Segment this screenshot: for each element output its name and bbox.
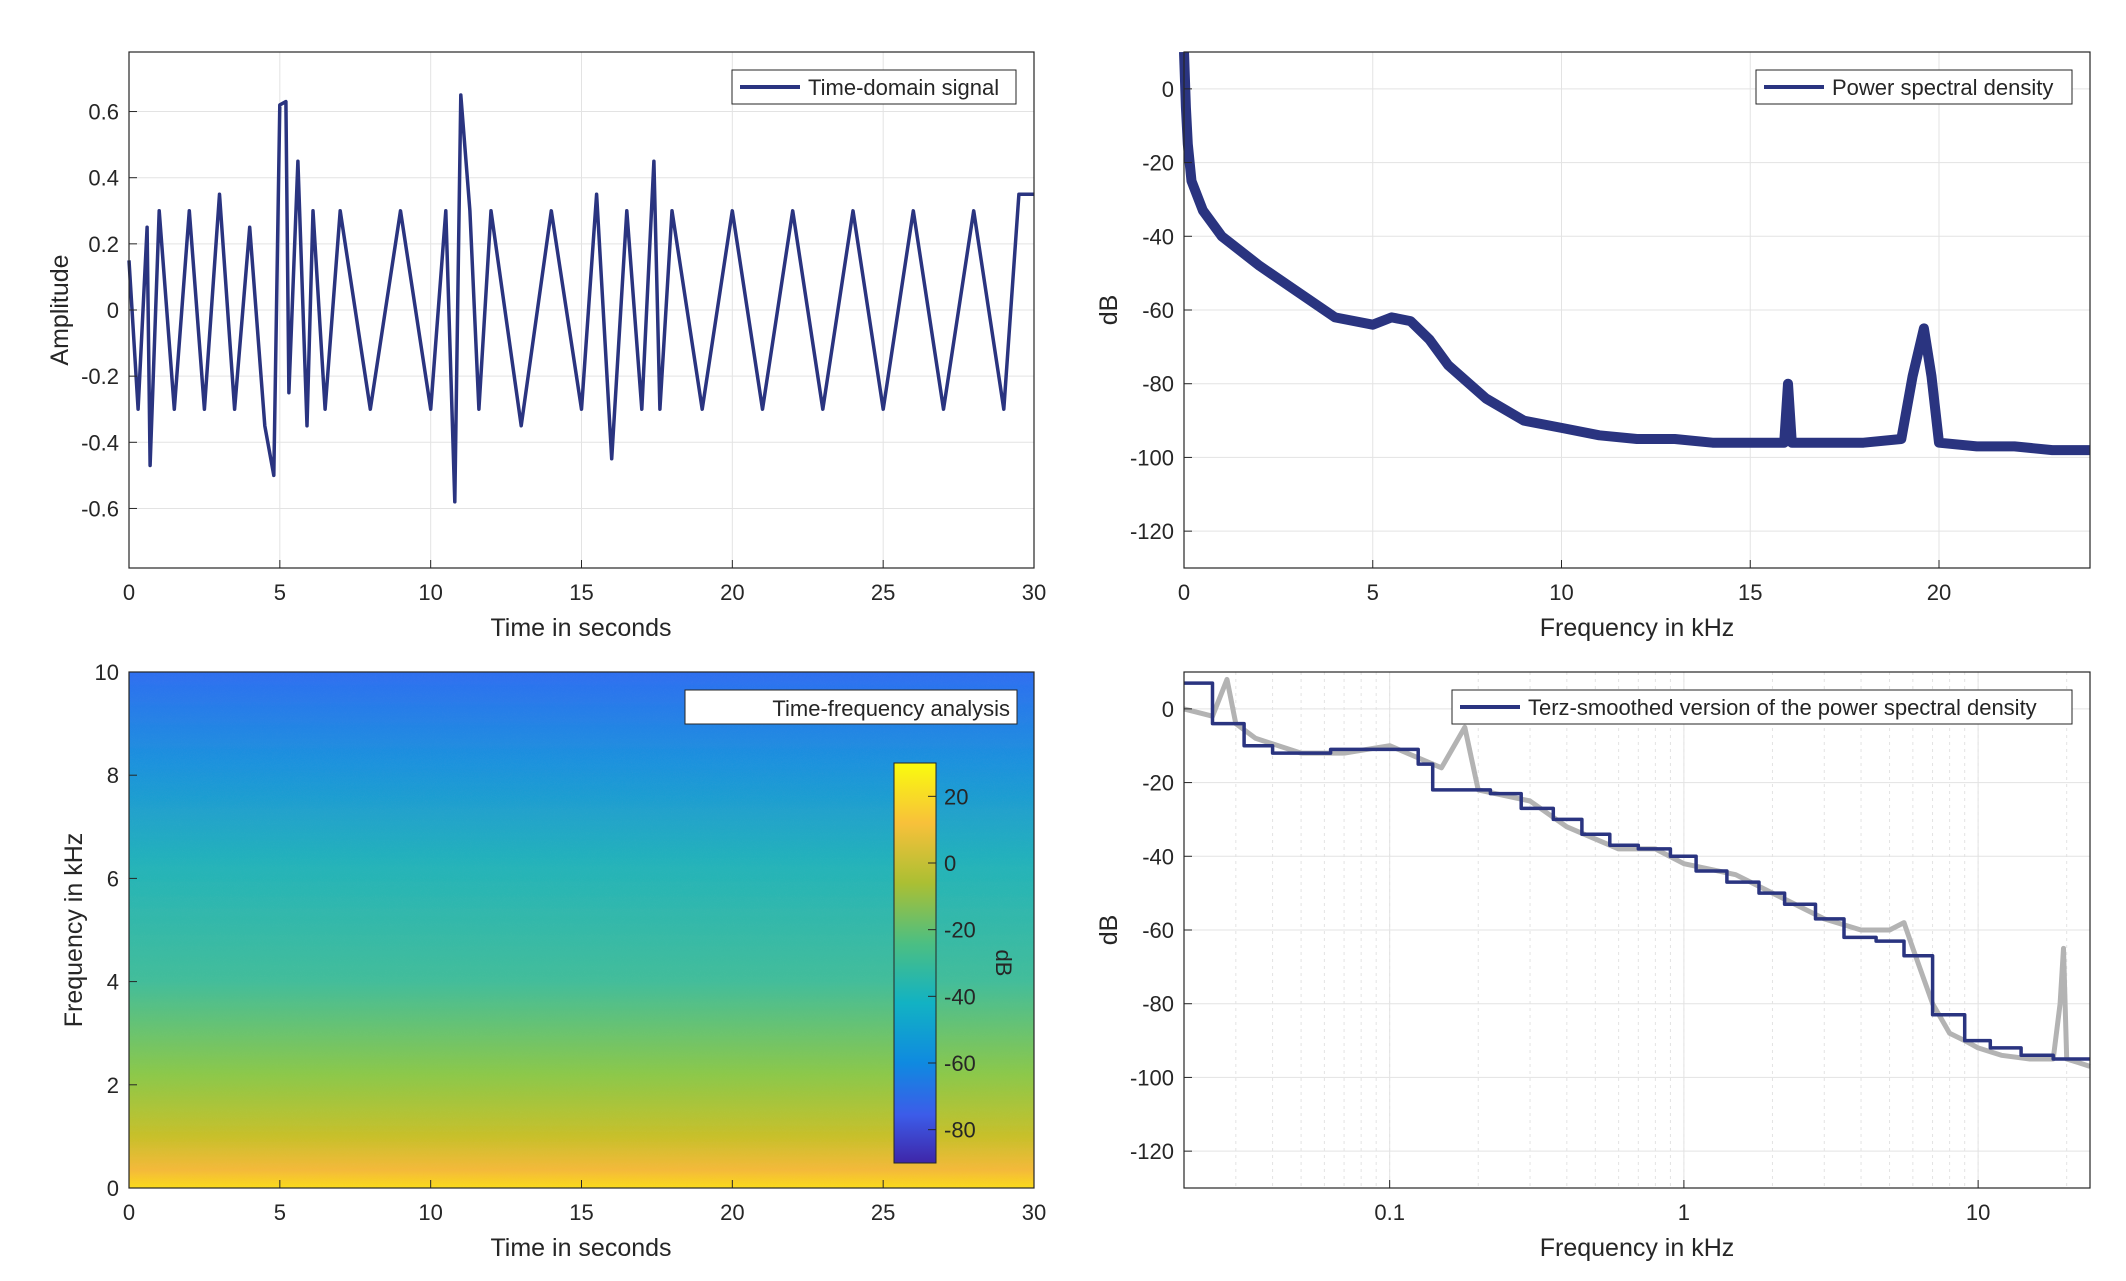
y-tick-label: 0.6: [88, 100, 119, 125]
y-tick-label: 2: [107, 1073, 119, 1098]
legend-box: [1451, 689, 2073, 725]
y-tick-label: -100: [1130, 1065, 1174, 1090]
y-tick-label: 0: [1162, 697, 1174, 722]
y-tick-label: 10: [95, 660, 119, 685]
y-tick-labels: 0 2 4 6 8 10: [95, 660, 137, 1201]
series-lines: [1179, 51, 2090, 456]
x-tick-label: 10: [1966, 1200, 1990, 1225]
y-tick-label: -40: [1142, 844, 1174, 869]
y-tick-label: -60: [1142, 298, 1174, 323]
y-tick-label: -60: [1142, 918, 1174, 943]
x-tick-label: 10: [418, 1200, 442, 1225]
chart-terz-smoothed-psd: 0.1 1 10 0 -20 -40 -60 -80 -100 -120 Frequency i…: [1095, 671, 2091, 1262]
x-axis-label: Frequency in kHz: [1540, 614, 1735, 642]
y-tick-label: -120: [1130, 519, 1174, 544]
legend-label: Power spectral density: [1832, 75, 2053, 100]
y-tick-label: 0: [107, 298, 119, 323]
y-tick-label: -20: [1142, 151, 1174, 176]
x-tick-label: 0.1: [1374, 1200, 1405, 1225]
x-tick-label: 15: [1738, 580, 1762, 605]
y-tick-label: -0.6: [81, 496, 119, 521]
x-tick-label: 15: [569, 1200, 593, 1225]
y-axis-label: Amplitude: [46, 254, 74, 365]
x-tick-label: 30: [1022, 580, 1046, 605]
x-tick-label: 10: [418, 580, 442, 605]
x-axis-label: Time in seconds: [490, 1234, 671, 1262]
chart-time-domain: 0 5 10 15 20 25 30 0.6 0.4 0.2 0 -0.2 -0.4 -0.6 Time…: [46, 51, 1046, 642]
x-tick-label: 0: [1178, 580, 1190, 605]
series-line: [1184, 681, 2090, 1061]
x-axis-label: Time in seconds: [490, 614, 671, 642]
x-tick-label: 20: [720, 1200, 744, 1225]
y-tick-label: 6: [107, 866, 119, 891]
colorbar-tick-label: -80: [944, 1118, 976, 1143]
x-tick-label: 25: [871, 1200, 895, 1225]
colorbar-tick-label: -20: [944, 918, 976, 943]
y-tick-label: -40: [1142, 224, 1174, 249]
x-tick-label: 20: [720, 580, 744, 605]
x-tick-labels: 0 5 10 15 20: [1178, 560, 1951, 605]
y-tick-label: -20: [1142, 771, 1174, 796]
legend: Time-frequency analysis: [684, 689, 1018, 725]
y-tick-label: 0.2: [88, 232, 119, 257]
x-tick-labels: 0 5 10 15 20 25 30: [123, 560, 1046, 605]
x-tick-label: 5: [274, 1200, 286, 1225]
series-lines: [127, 93, 1034, 504]
y-tick-label: -0.4: [81, 430, 119, 455]
legend-label: Time-frequency analysis: [772, 696, 1010, 721]
y-axis-label: Frequency in kHz: [60, 833, 88, 1028]
colorbar-gradient: [893, 762, 937, 1164]
chart-power-spectral-density: 0 5 10 15 20 0 -20 -40 -60 -80 -100 -120 Frequency…: [1095, 51, 2091, 642]
y-tick-label: 8: [107, 763, 119, 788]
legend-label: Terz-smoothed version of the power spect…: [1528, 695, 2037, 720]
colorbar-tick-label: 20: [944, 784, 968, 809]
legend: Power spectral density: [1755, 69, 2073, 105]
x-tick-labels: 0.1 1 10: [1374, 1180, 1990, 1225]
series-line: [1179, 51, 2090, 456]
y-tick-labels: 0 -20 -40 -60 -80 -100 -120: [1130, 697, 1192, 1164]
y-axis-label: dB: [1095, 295, 1123, 326]
grid-lines: [1183, 672, 2090, 1188]
x-tick-label: 5: [1367, 580, 1379, 605]
y-tick-label: 0: [107, 1176, 119, 1201]
y-tick-labels: 0.6 0.4 0.2 0 -0.2 -0.4 -0.6: [81, 100, 137, 521]
y-tick-label: -0.2: [81, 364, 119, 389]
y-tick-label: 0.4: [88, 166, 119, 191]
y-tick-label: 0: [1162, 77, 1174, 102]
legend-label: Time-domain signal: [808, 75, 999, 100]
series-lines: [1183, 676, 2091, 1069]
x-tick-label: 20: [1927, 580, 1951, 605]
colorbar: 20 0 -20 -40 -60 -80 dB: [893, 762, 1016, 1164]
x-tick-label: 0: [123, 1200, 135, 1225]
y-tick-labels: 0 -20 -40 -60 -80 -100 -120: [1130, 77, 1192, 544]
colorbar-tick-label: 0: [944, 851, 956, 876]
y-axis-label: dB: [1095, 915, 1123, 946]
colorbar-tick-label: -60: [944, 1051, 976, 1076]
y-tick-label: -120: [1130, 1139, 1174, 1164]
series-line: [127, 93, 1034, 504]
heatmap-image: [129, 672, 1034, 1188]
x-axis-label: Frequency in kHz: [1540, 1234, 1735, 1262]
x-tick-label: 10: [1549, 580, 1573, 605]
x-tick-labels: 0 5 10 15 20 25 30: [123, 1180, 1046, 1225]
x-tick-label: 25: [871, 580, 895, 605]
y-tick-label: 4: [107, 970, 119, 995]
y-tick-label: -80: [1142, 992, 1174, 1017]
x-tick-label: 5: [274, 580, 286, 605]
legend-box: [684, 689, 1018, 725]
x-tick-label: 0: [123, 580, 135, 605]
colorbar-tick-labels: 20 0 -20 -40 -60 -80: [928, 784, 976, 1143]
y-tick-label: -100: [1130, 445, 1174, 470]
y-tick-label: -80: [1142, 372, 1174, 397]
x-tick-label: 1: [1678, 1200, 1690, 1225]
legend: Time-domain signal: [731, 69, 1017, 105]
chart-spectrogram: 0 5 10 15 20 25 30 0 2 4 6 8 10 Time in seconds Fre…: [60, 660, 1046, 1262]
colorbar-label: dB: [991, 950, 1016, 977]
x-tick-label: 30: [1022, 1200, 1046, 1225]
colorbar-tick-label: -40: [944, 984, 976, 1009]
x-tick-label: 15: [569, 580, 593, 605]
legend: Terz-smoothed version of the power spect…: [1451, 689, 2073, 725]
